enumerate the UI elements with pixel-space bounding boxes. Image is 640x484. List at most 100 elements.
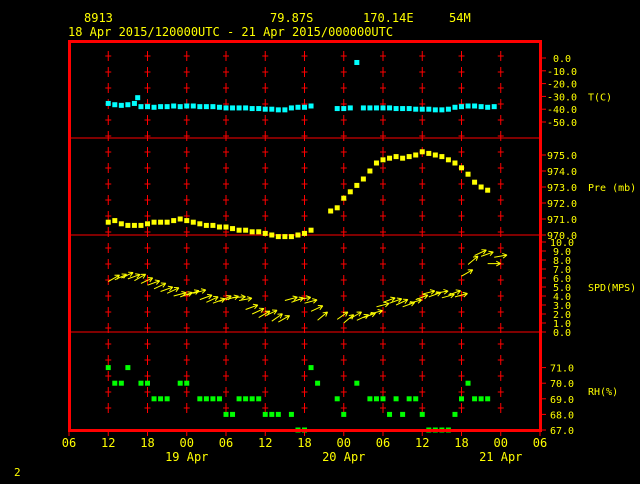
wind-tick-label: 0.0 [553, 328, 571, 339]
grid-mark [419, 115, 426, 125]
grid-mark [419, 163, 426, 173]
grid-mark [497, 99, 504, 109]
pressure-point [426, 150, 432, 156]
pressure-point [236, 227, 242, 233]
grid-mark [380, 243, 386, 253]
wind-vector [422, 289, 436, 295]
grid-mark [183, 163, 190, 173]
temperature-point [308, 103, 314, 109]
data-layer [105, 59, 508, 433]
page-number: 2 [14, 466, 21, 479]
grid-mark [301, 371, 308, 381]
temperature-tick-label: -50.0 [547, 118, 577, 129]
humidity-point [210, 396, 216, 402]
grid-mark [223, 83, 229, 93]
grid-mark [380, 67, 386, 77]
grid-mark [183, 243, 190, 253]
humidity-point [118, 380, 124, 386]
pressure-point [406, 154, 412, 160]
grid-mark [262, 195, 269, 205]
grid-mark [458, 51, 465, 61]
grid-mark [144, 243, 151, 253]
grid-mark [419, 243, 426, 253]
grid-mark [183, 291, 190, 301]
temperature-point [295, 104, 301, 110]
pressure-tick-label: 971.0 [547, 215, 577, 226]
temperature-axis-label: T(C) [588, 92, 612, 103]
wind-vector [494, 252, 508, 259]
grid-mark [458, 67, 465, 77]
grid-mark [144, 371, 151, 381]
plot-frame [68, 40, 542, 432]
grid-mark [458, 211, 465, 221]
grid-mark [301, 259, 308, 269]
humidity-point [158, 396, 164, 402]
grid-mark [497, 147, 504, 157]
humidity-point [125, 365, 131, 371]
temperature-point [230, 105, 236, 111]
grid-mark [301, 195, 308, 205]
grid-mark [458, 115, 465, 125]
grid-mark [144, 227, 151, 237]
wind-vector [265, 309, 278, 317]
grid-mark [380, 211, 386, 221]
pressure-point [465, 171, 471, 177]
grid-mark [458, 403, 465, 413]
grid-mark [497, 371, 504, 381]
temperature-point [275, 107, 281, 113]
pressure-point [452, 160, 458, 166]
grid-mark [301, 275, 308, 285]
pressure-point [308, 227, 314, 233]
grid-mark [183, 403, 190, 413]
grid-mark [183, 195, 190, 205]
wind-axis-label: SPD(MPS) [588, 283, 636, 294]
temperature-tick-label: -40.0 [547, 105, 577, 116]
humidity-point [269, 411, 275, 417]
pressure-point [367, 168, 373, 174]
grid-mark [301, 355, 308, 365]
wind-vector [160, 285, 174, 292]
pressure-tick-label: 972.0 [547, 199, 577, 210]
grid-mark [144, 195, 151, 205]
wind-vector [304, 298, 318, 304]
grid-mark [340, 67, 347, 77]
wind-vector [245, 303, 259, 310]
grid-mark [183, 339, 190, 349]
pressure-point [302, 230, 307, 236]
grid-mark [183, 179, 190, 189]
grid-mark [497, 339, 504, 349]
grid-mark [340, 51, 347, 61]
wind-vector [166, 286, 180, 294]
pressure-point [243, 227, 249, 233]
axis-layer: 06 12 18 00 06 12 18 00 06 12 18 00 06 19 Apr 20 Apr 21… [62, 54, 636, 464]
grid-mark [105, 163, 112, 173]
temperature-point [478, 104, 484, 110]
temperature-point [413, 106, 419, 112]
grid-mark [301, 243, 308, 253]
grid-mark [380, 275, 386, 285]
temperature-point [341, 106, 347, 112]
temperature-point [400, 106, 406, 112]
pressure-point [190, 219, 196, 225]
pressure-point [118, 221, 124, 227]
temperature-point [432, 107, 438, 113]
humidity-point [203, 396, 209, 402]
grid-mark [380, 51, 386, 61]
humidity-tick-label: 68.0 [550, 410, 574, 421]
wind-vector [271, 313, 283, 322]
grid-mark [262, 339, 269, 349]
x-tick-label: 18 [297, 436, 311, 450]
x-tick-label: 06 [219, 436, 233, 450]
x-date-label: 19 Apr [165, 450, 208, 464]
temperature-point [354, 59, 360, 65]
humidity-point [145, 380, 150, 386]
grid-mark [144, 115, 151, 125]
grid-mark [262, 291, 269, 301]
pressure-point [249, 229, 255, 235]
grid-mark [301, 387, 308, 397]
grid-mark [262, 179, 269, 189]
humidity-point [380, 396, 386, 402]
pressure-point [445, 157, 451, 163]
humidity-point [393, 396, 399, 402]
